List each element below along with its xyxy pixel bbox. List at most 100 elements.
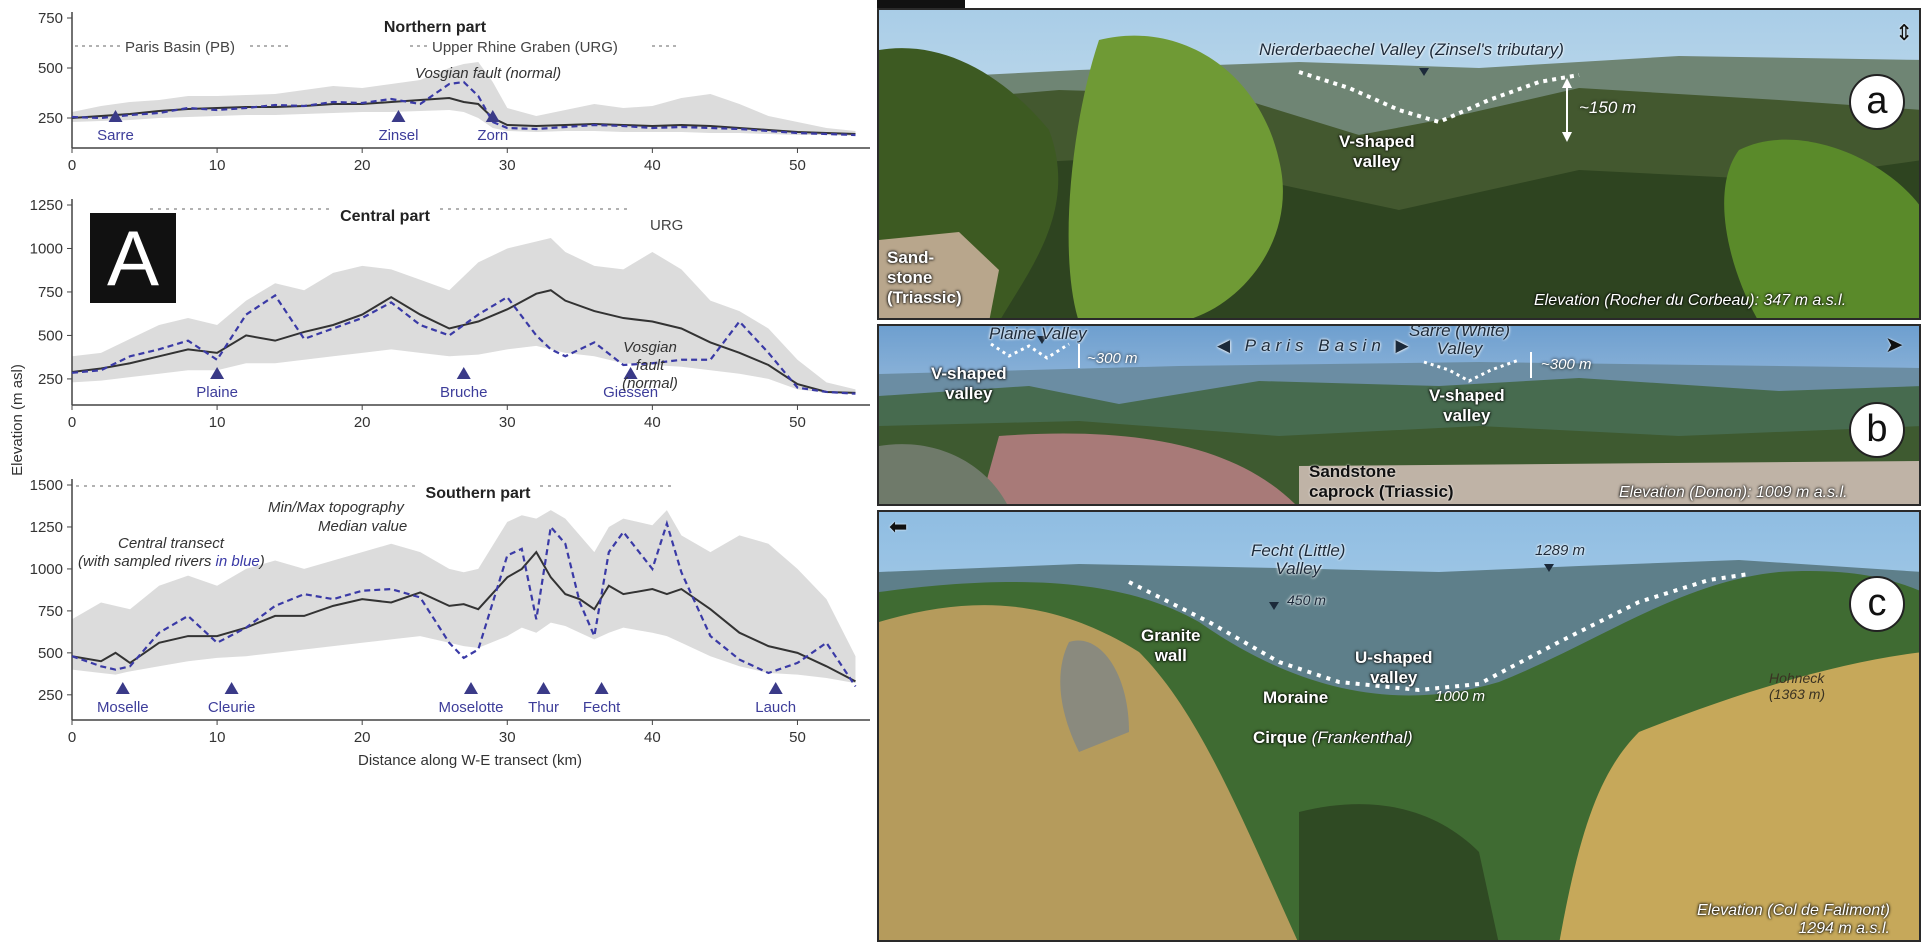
photo-c-valley-title-line2: Valley xyxy=(1275,559,1322,578)
photo-b-basin: ◀ Paris Basin ▶ xyxy=(1217,336,1414,355)
chart-title-1: Central part xyxy=(340,208,430,225)
photo-c-valley-title-line1: Fecht (Little) xyxy=(1251,541,1346,560)
annotation-central-transect: Central transect xyxy=(118,535,225,552)
median-line-1 xyxy=(71,289,856,394)
photo-c-hohneck: Hohneck (1363 m) xyxy=(1769,670,1825,702)
north-arrow-icon: ⬅ xyxy=(889,514,908,539)
y-tick-label: 1000 xyxy=(30,561,63,578)
annotation-sampled-rivers: (with sampled rivers in blue) xyxy=(78,553,265,570)
vosgian-fault-label-central-1: Vosgian xyxy=(623,339,677,356)
photo-a-rock-line2: stone xyxy=(887,268,933,287)
photo-a-letter: a xyxy=(1849,74,1905,130)
river-label-thur: Thur xyxy=(528,699,559,716)
river-label-fecht: Fecht xyxy=(583,699,621,716)
y-tick-label: 1500 xyxy=(30,477,63,494)
photo-c-valley-shape-line2: valley xyxy=(1370,668,1418,687)
photo-a-elevation: Elevation (Rocher du Corbeau): 347 m a.s… xyxy=(1534,292,1847,309)
photo-c-cirque-label: Cirque xyxy=(1253,728,1307,747)
photo-a-rock: Sand- stone (Triassic) xyxy=(887,248,962,308)
x-tick-label: 30 xyxy=(499,729,516,746)
north-arrow-icon: ⇕ xyxy=(1895,20,1914,45)
photo-c-hohneck-line1: Hohneck xyxy=(1769,670,1825,686)
x-tick-label: 40 xyxy=(644,157,661,174)
photo-c-valley-shape: U-shaped valley xyxy=(1355,648,1432,688)
chart-title-2: Southern part xyxy=(426,485,532,502)
photo-b-valley2-title: Sarre (White) Valley xyxy=(1409,326,1510,358)
x-tick-label: 40 xyxy=(644,414,661,431)
photo-c-cirque-name: (Frankenthal) xyxy=(1311,728,1413,747)
transect-line-2 xyxy=(71,519,857,688)
region-label-urg: Upper Rhine Graben (URG) xyxy=(432,39,618,56)
photo-b-valley1-title: Plaine Valley xyxy=(989,324,1087,343)
photo-b-valley1-shape-line2: valley xyxy=(945,384,993,403)
river-label-lauch: Lauch xyxy=(755,699,796,716)
photo-a-landscape xyxy=(879,10,1919,318)
photo-c-peak: 1289 m xyxy=(1535,542,1586,559)
photo-b-valley2-shape-line1: V-shaped xyxy=(1429,386,1505,405)
photo-b-landscape xyxy=(879,326,1919,504)
annotation-sampled-rivers-text: (with sampled rivers xyxy=(78,553,216,570)
x-tick-label: 10 xyxy=(209,157,226,174)
photo-b-valley2-depth: ~300 m xyxy=(1541,356,1592,373)
y-tick-label: 1000 xyxy=(30,240,63,257)
x-tick-label: 40 xyxy=(644,729,661,746)
photo-b-valley1-shape: V-shaped valley xyxy=(931,364,1007,404)
river-marker-thur xyxy=(536,682,551,694)
x-tick-label: 0 xyxy=(68,414,76,431)
x-tick-label: 50 xyxy=(789,157,806,174)
annotation-in-blue: in blue xyxy=(216,553,260,570)
y-tick-label: 1250 xyxy=(30,197,63,214)
x-tick-label: 20 xyxy=(354,729,371,746)
photo-c: Fecht (Little) Valley 450 m 1289 m Grani… xyxy=(877,510,1921,942)
median-line-0 xyxy=(71,96,856,135)
photo-b-valley2-title-line2: Valley xyxy=(1436,339,1483,358)
x-tick-label: 30 xyxy=(499,157,516,174)
photo-c-letter: c xyxy=(1849,576,1905,632)
y-tick-label: 500 xyxy=(38,60,63,77)
photo-c-moraine: Moraine xyxy=(1263,688,1329,707)
photo-a-rock-line3: (Triassic) xyxy=(887,288,962,307)
x-tick-label: 50 xyxy=(789,729,806,746)
river-label-zinsel: Zinsel xyxy=(378,127,418,144)
x-tick-label: 0 xyxy=(68,729,76,746)
photo-b-rock-line1: Sandstone xyxy=(1309,462,1396,481)
photo-b-valley1-depth: ~300 m xyxy=(1087,350,1138,367)
y-axis-label: Elevation (m asl) xyxy=(9,364,26,476)
river-marker-moselotte xyxy=(464,682,478,694)
photo-c-elevation: Elevation (Col de Falimont) 1294 m a.s.l… xyxy=(1697,902,1890,938)
river-label-cleurie: Cleurie xyxy=(208,699,256,716)
x-tick-label: 0 xyxy=(68,157,76,174)
river-marker-moselle xyxy=(115,682,130,694)
photo-c-valley-shape-line1: U-shaped xyxy=(1355,648,1433,667)
photo-b-valley2-shape-line2: valley xyxy=(1443,406,1491,425)
photo-c-granite-line2: wall xyxy=(1154,646,1187,665)
photo-c-depth: 450 m xyxy=(1287,592,1326,608)
vosgian-fault-label-central-2: fault xyxy=(636,357,665,374)
x-tick-label: 20 xyxy=(354,157,371,174)
photo-c-landscape xyxy=(879,512,1919,940)
y-tick-label: 500 xyxy=(38,327,63,344)
annotation-close-paren: ) xyxy=(258,553,265,570)
river-marker-cleurie xyxy=(224,682,239,694)
x-tick-label: 10 xyxy=(209,729,226,746)
y-tick-label: 750 xyxy=(38,603,63,620)
photo-a-valley-shape: V-shaped valley xyxy=(1339,132,1415,172)
river-marker-plaine xyxy=(210,367,225,379)
river-label-zorn: Zorn xyxy=(477,127,508,144)
photo-b-valley2-shape: V-shaped valley xyxy=(1429,386,1505,426)
photo-b-valley1-shape-line1: V-shaped xyxy=(931,364,1007,383)
photo-a-depth: ~150 m xyxy=(1579,98,1637,117)
river-label-giessen: Giessen xyxy=(603,384,658,401)
min-max-band-1 xyxy=(72,238,856,394)
river-marker-giessen xyxy=(623,367,638,379)
annotation-median: Median value xyxy=(318,518,407,535)
photo-c-hohneck-line2: (1363 m) xyxy=(1769,686,1826,702)
photo-c-valley-title: Fecht (Little) Valley xyxy=(1251,542,1345,578)
river-marker-fecht xyxy=(594,682,609,694)
photo-a: Nierderbaechel Valley (Zinsel's tributar… xyxy=(877,8,1921,320)
photo-c-cirque: Cirque (Frankenthal) xyxy=(1253,728,1413,748)
photo-b-letter: b xyxy=(1849,402,1905,458)
photo-b: Plaine Valley ~300 m V-shaped valley ◀ P… xyxy=(877,324,1921,506)
y-tick-label: 250 xyxy=(38,687,63,704)
river-marker-zinsel xyxy=(391,110,406,122)
